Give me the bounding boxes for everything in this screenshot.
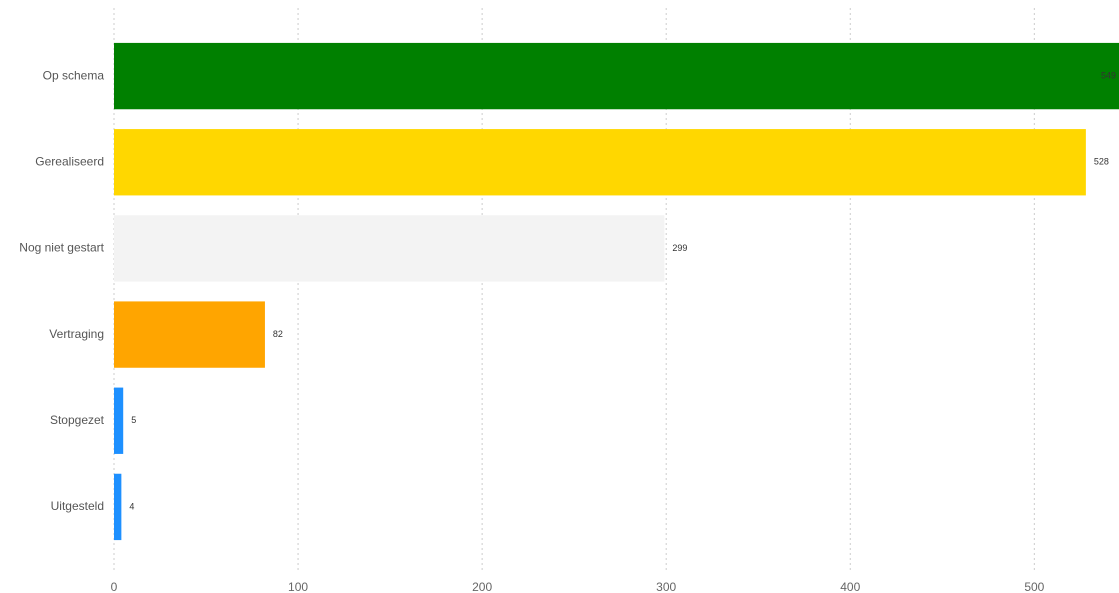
bar	[114, 42, 1119, 110]
bar	[114, 301, 265, 368]
bar	[114, 215, 665, 282]
value-label: 5	[131, 415, 136, 425]
value-label: 299	[672, 243, 687, 253]
category-label: Vertraging	[49, 327, 104, 341]
x-tick-label: 400	[840, 580, 860, 593]
category-label: Nog niet gestart	[19, 241, 104, 255]
value-label: 528	[1094, 157, 1109, 167]
bar	[114, 387, 124, 454]
x-tick-label: 200	[472, 580, 492, 593]
value-label: 549	[1101, 70, 1116, 80]
value-label: 82	[273, 329, 283, 339]
x-tick-label: 100	[288, 580, 308, 593]
category-label: Gerealiseerd	[35, 154, 104, 168]
bar	[114, 129, 1086, 196]
value-label: 4	[129, 501, 134, 511]
category-label: Uitgesteld	[51, 499, 104, 513]
category-label: Op schema	[43, 68, 105, 82]
bar	[114, 473, 122, 541]
category-label: Stopgezet	[50, 413, 105, 427]
x-tick-label: 300	[656, 580, 676, 593]
x-tick-label: 500	[1024, 580, 1044, 593]
x-tick-label: 0	[111, 580, 118, 593]
